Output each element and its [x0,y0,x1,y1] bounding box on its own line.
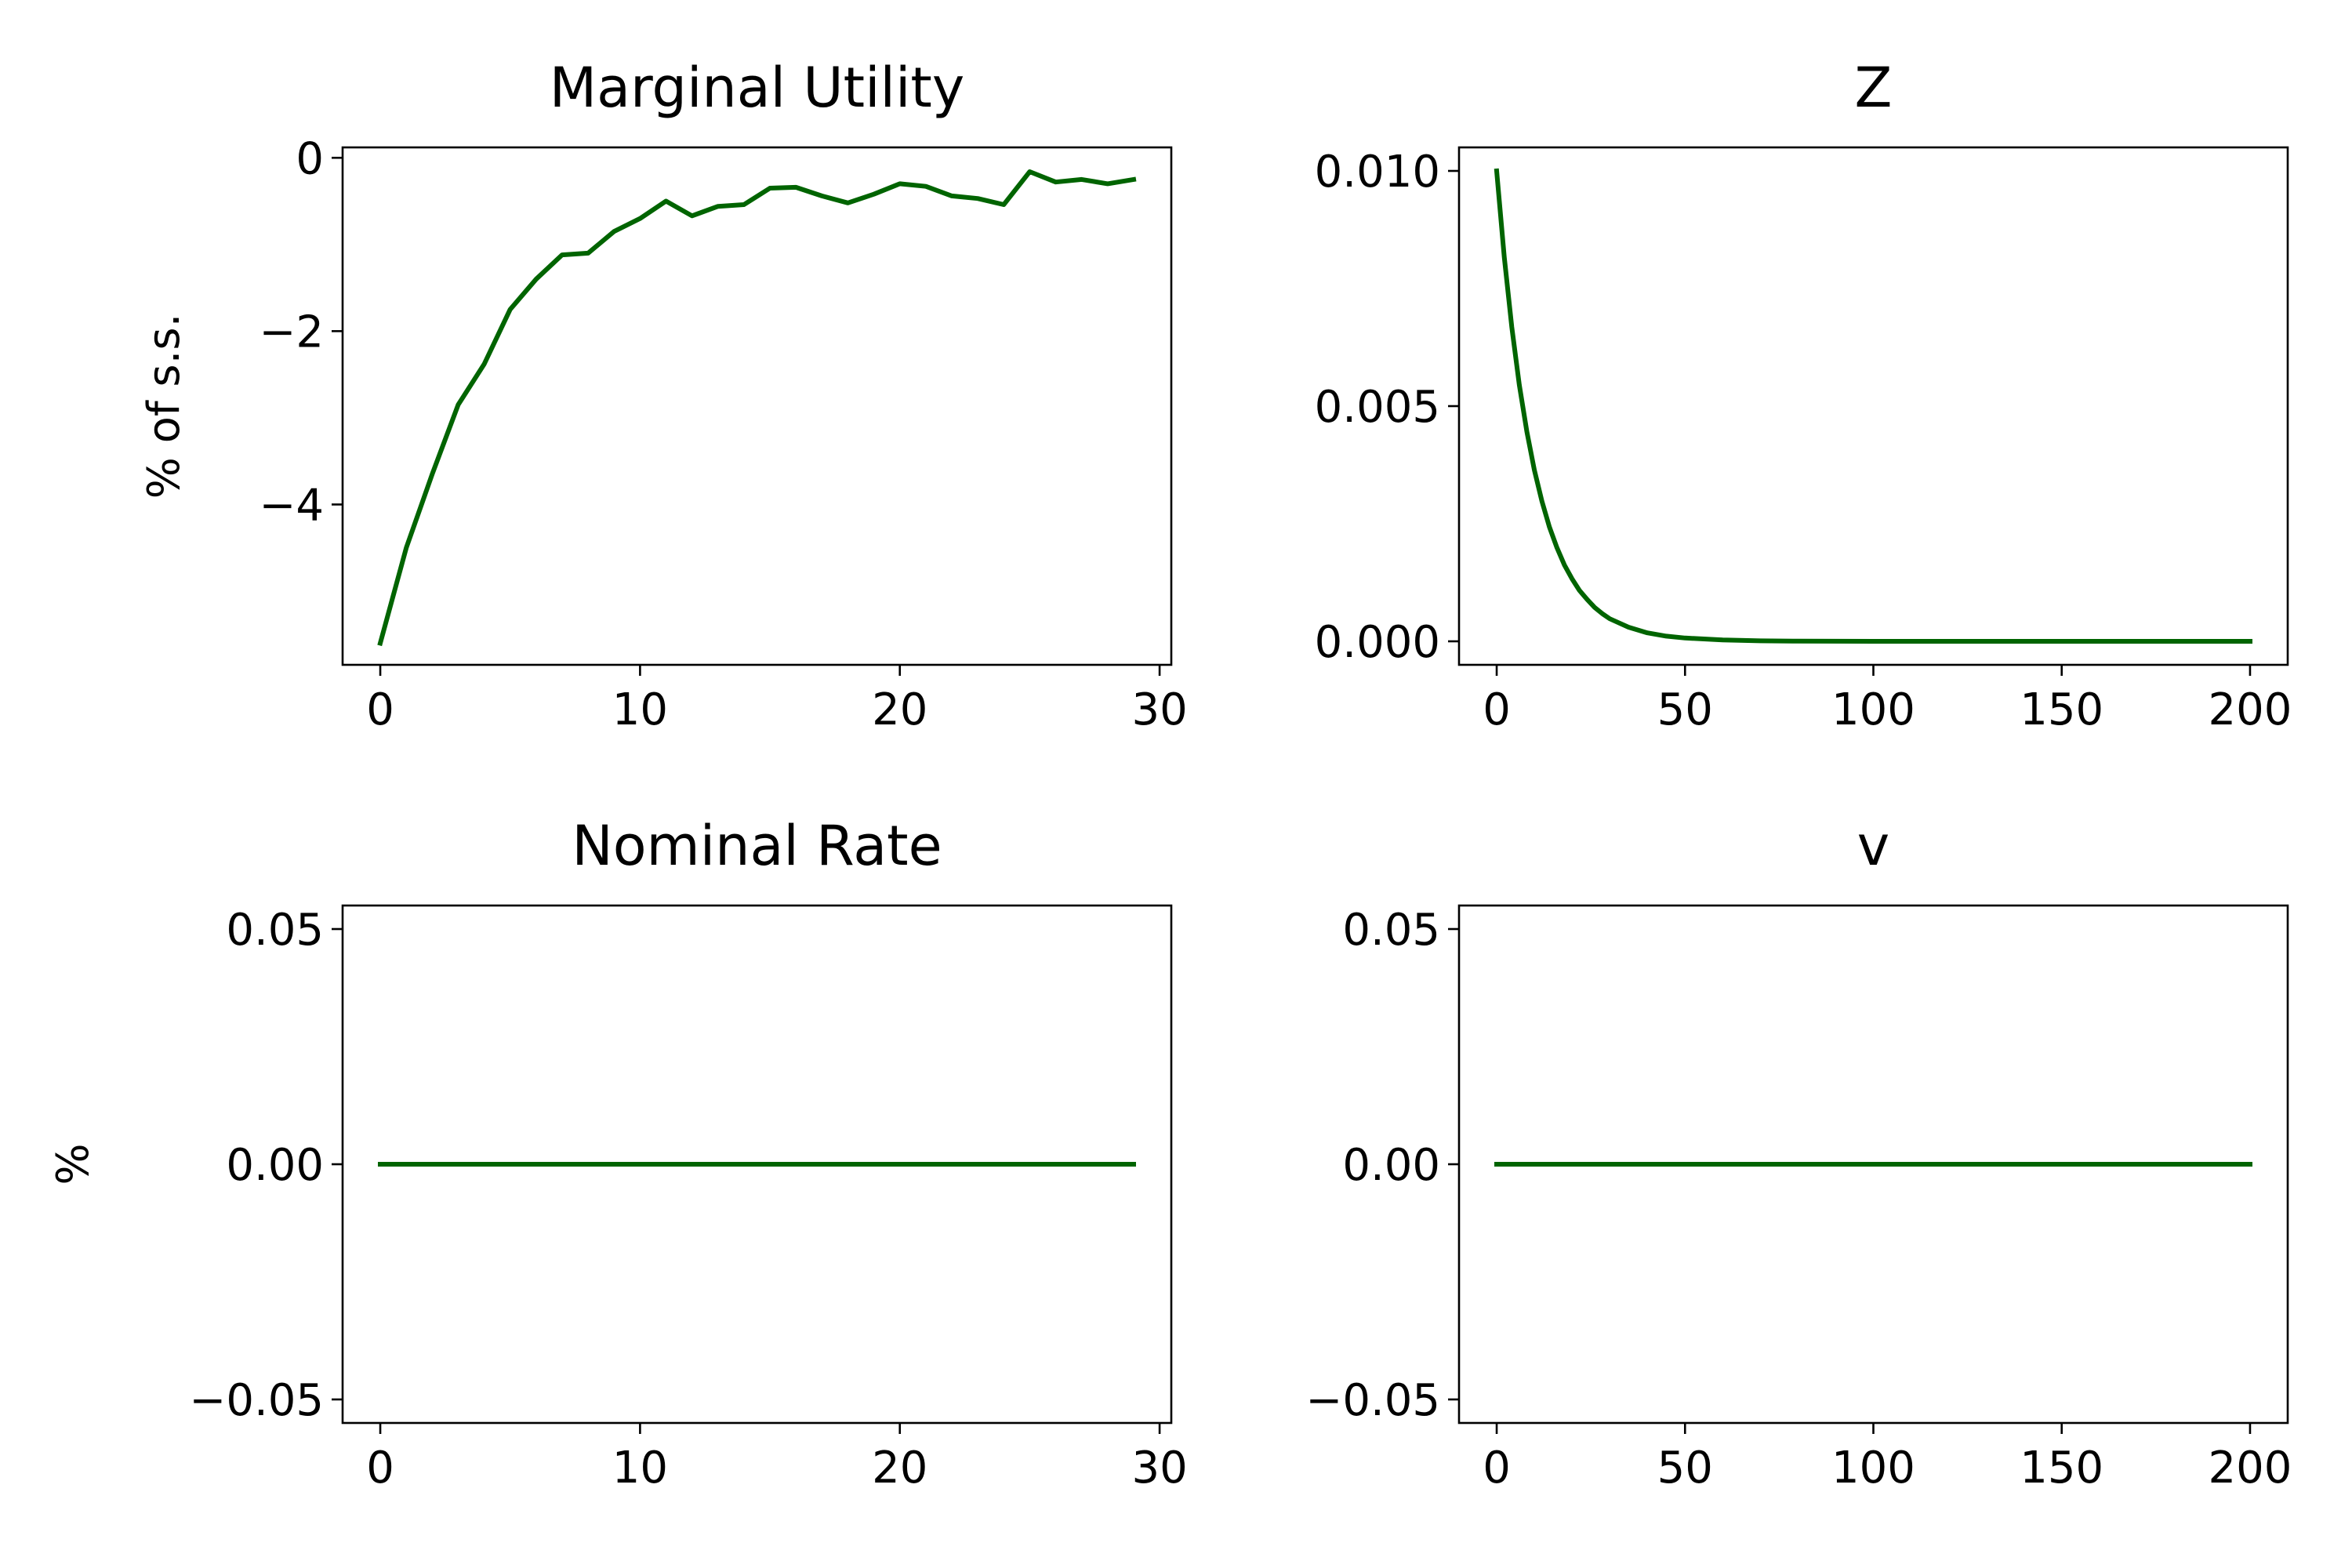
y-tick-label: 0.010 [1315,147,1440,198]
x-tick-label: 100 [1831,1443,1915,1494]
subplot-title: Marginal Utility [550,56,965,120]
x-tick-label: 150 [2020,1443,2103,1494]
y-tick-label: 0.00 [1342,1140,1440,1191]
x-tick-label: 200 [2209,1443,2292,1494]
y-tick-label: 0.05 [1342,905,1440,956]
x-tick-label: 100 [1831,684,1915,735]
y-tick-label: 0.00 [226,1140,324,1191]
y-tick-label: 0.05 [226,905,324,956]
subplot-title: Z [1855,56,1893,120]
x-tick-label: 30 [1131,684,1187,735]
x-tick-label: 150 [2020,684,2103,735]
x-tick-label: 10 [612,684,668,735]
x-tick-label: 200 [2209,684,2292,735]
y-tick-label: 0.005 [1315,382,1440,433]
x-tick-label: 10 [612,1443,668,1494]
axes-frame [1457,146,2289,666]
x-tick-label: 20 [872,1443,927,1494]
subplot-3: 0 10 20 30 −0.05 0.00 0.05 Nominal Rate% [48,814,1188,1494]
y-tick-label: −0.05 [189,1375,324,1426]
y-axis-label: % of s.s. [139,314,190,499]
y-tick-label: −2 [259,307,324,358]
axes-frame [341,146,1173,666]
x-tick-label: 30 [1131,1443,1187,1494]
x-tick-label: 0 [1483,1443,1511,1494]
x-tick-label: 20 [872,684,927,735]
subplot-title: Nominal Rate [572,814,942,878]
subplot-4: 0 50 100 150 200 −0.05 0.00 0.05 v [1305,814,2292,1494]
y-tick-label: −0.05 [1305,1375,1440,1426]
x-tick-label: 0 [366,1443,394,1494]
subplot-1: 0 10 20 30 −4 −2 0 Marginal Utility % of s.s. [139,56,1188,735]
y-tick-label: −4 [259,480,324,531]
series-line [377,169,1137,647]
y-tick-label: 0 [296,133,324,184]
x-tick-label: 50 [1657,684,1713,735]
subplot-title: v [1857,814,1889,878]
y-axis-label: % [48,1143,99,1185]
x-tick-label: 50 [1657,1443,1713,1494]
y-tick-label: 0.000 [1315,617,1440,668]
x-tick-label: 0 [366,684,394,735]
subplot-2: 0 50 100 150 200 0.000 0.005 0.010 Z [1315,56,2292,735]
series-line [1494,168,2252,644]
x-tick-label: 0 [1483,684,1511,735]
